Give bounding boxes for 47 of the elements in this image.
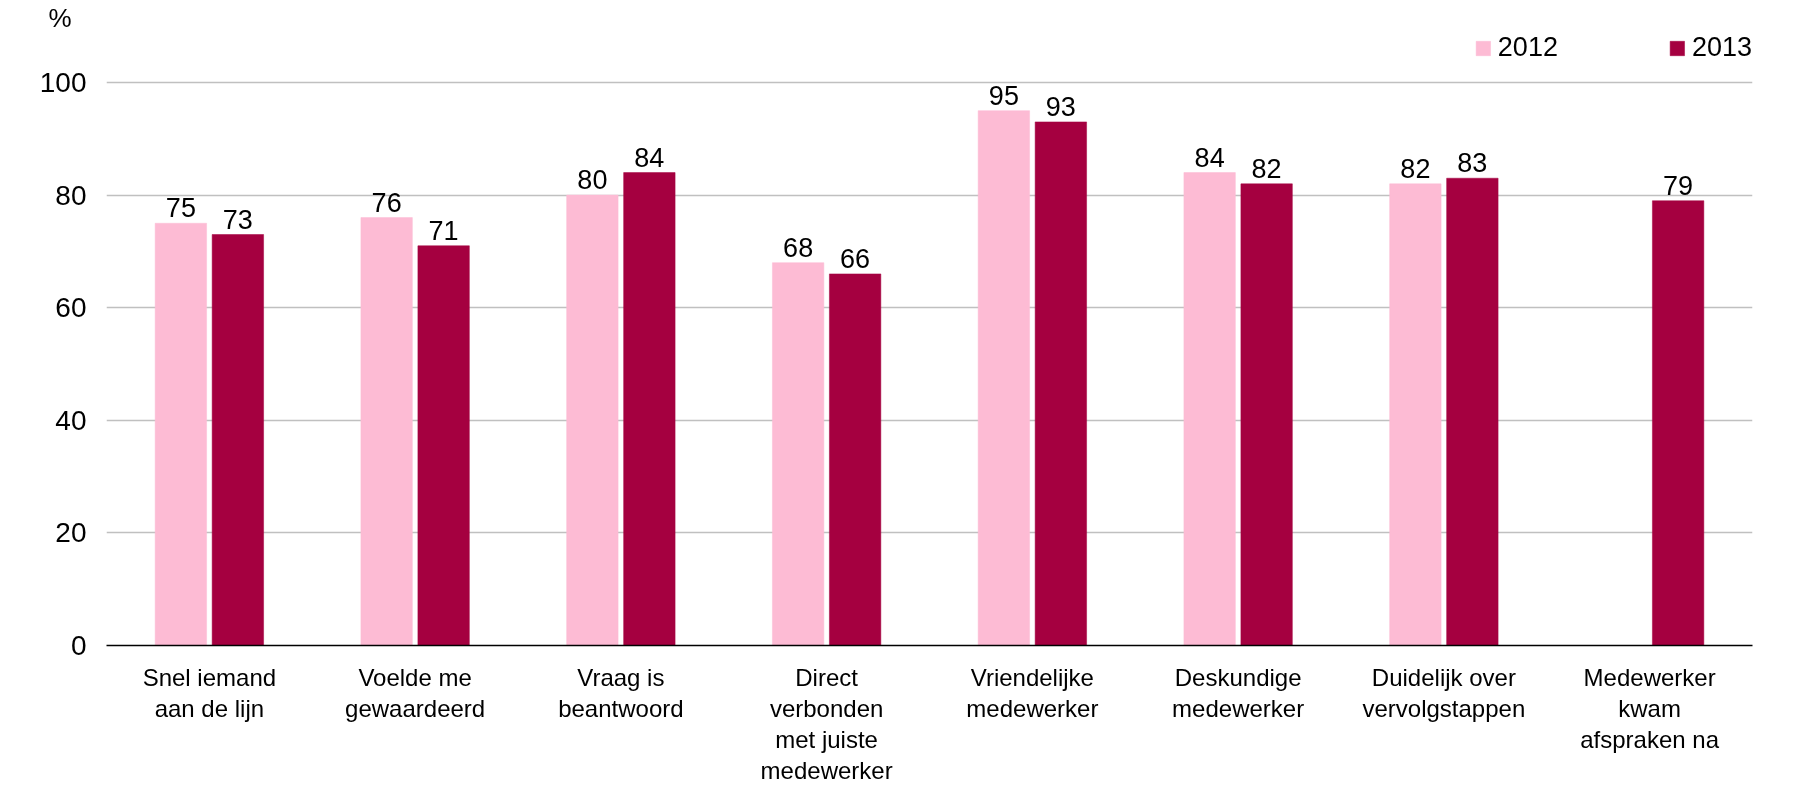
legend-label: 2013	[1691, 32, 1752, 63]
x-tick-label: Vriendelijke medewerker	[966, 663, 1099, 722]
data-label: 76	[371, 187, 402, 218]
data-label: 84	[634, 142, 665, 173]
data-label: 82	[1400, 153, 1431, 184]
y-axis-title: %	[48, 2, 72, 33]
data-label: 66	[840, 243, 871, 274]
bar	[1183, 172, 1236, 646]
bar	[1446, 177, 1499, 646]
bar	[154, 223, 207, 646]
x-tick-label: Deskundige medewerker	[1172, 663, 1305, 722]
y-tick-label: 20	[55, 517, 87, 549]
data-label: 79	[1663, 170, 1694, 201]
x-tick-label: Direct verbonden met juiste medewerker	[760, 663, 893, 784]
x-tick-label: Snel iemand aan de lijn	[142, 663, 277, 722]
data-label: 80	[577, 165, 608, 196]
x-tick-label: Duidelijk over vervolgstappen	[1362, 663, 1526, 722]
data-label: 95	[988, 80, 1019, 111]
x-tick-label: Vraag is beantwoord	[558, 663, 684, 722]
bar	[1034, 121, 1087, 646]
legend-label: 2012	[1497, 32, 1558, 63]
data-label: 93	[1045, 91, 1076, 122]
y-tick-label: 0	[70, 630, 87, 661]
bar	[417, 245, 470, 646]
x-tick-label: Voelde me gewaardeerd	[345, 663, 486, 722]
y-tick-label: 80	[55, 179, 87, 211]
data-label: 83	[1457, 148, 1488, 179]
bar	[360, 217, 413, 646]
bar	[1652, 200, 1705, 646]
y-tick-label: 60	[55, 292, 87, 324]
data-label: 75	[165, 193, 196, 224]
x-tick-label: Medewerker kwam afspraken na	[1580, 663, 1720, 753]
data-label: 73	[222, 204, 253, 235]
y-tick-label: 100	[39, 67, 87, 98]
data-label: 84	[1194, 142, 1225, 173]
bar	[977, 110, 1030, 646]
data-label: 68	[783, 232, 814, 263]
bar	[623, 172, 676, 646]
y-tick-label: 40	[55, 404, 87, 436]
bar	[829, 273, 882, 646]
bar	[772, 262, 825, 646]
data-label: 71	[428, 215, 459, 246]
bar	[211, 234, 264, 646]
data-label: 82	[1251, 153, 1282, 184]
bar	[566, 194, 619, 646]
bar	[1240, 183, 1293, 646]
bar	[1389, 183, 1442, 646]
